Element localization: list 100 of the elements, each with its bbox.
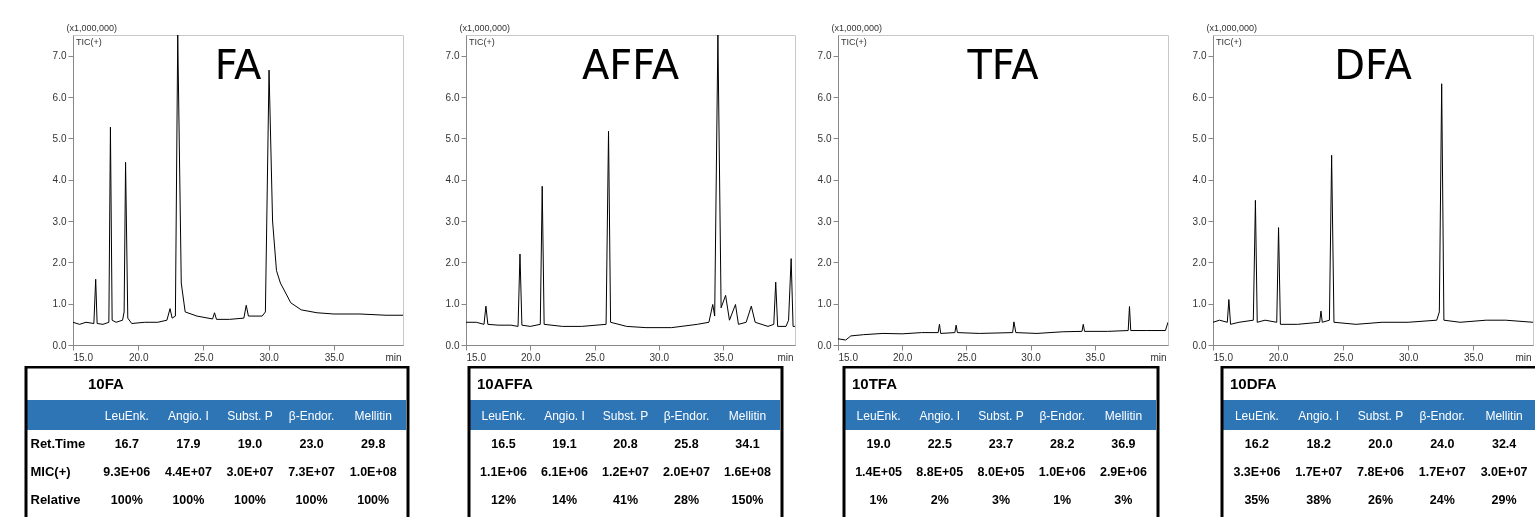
text: 29.8 — [361, 437, 386, 451]
y-tick-label: 4.0 — [445, 174, 460, 186]
text: 14% — [551, 493, 578, 507]
text: 7.8E+06 — [1357, 465, 1404, 479]
annotation: TIC(+) — [76, 37, 102, 47]
text: 29% — [1491, 493, 1517, 507]
x-tick-label: 25.0 — [585, 351, 606, 363]
text: 7.3E+07 — [288, 465, 336, 479]
chart-title: DFA — [1334, 42, 1413, 88]
text: 28.2 — [1050, 437, 1075, 451]
text: 2.9E+06 — [1099, 465, 1147, 479]
text: 28% — [673, 493, 700, 507]
x-tick-label: 15.0 — [838, 351, 859, 363]
text: 1.4E+05 — [855, 465, 903, 479]
x-axis-title: min — [777, 351, 794, 363]
text: 8.0E+05 — [977, 465, 1025, 479]
category-label: β-Endor. — [1039, 408, 1085, 423]
text: 3% — [1114, 493, 1133, 507]
text: 38% — [1306, 493, 1332, 507]
category-label: β-Endor. — [663, 408, 710, 423]
line-series — [466, 35, 795, 329]
text: 18.2 — [1306, 437, 1331, 451]
y-tick-label: 6.0 — [817, 91, 832, 103]
category-label: Subst. P — [978, 408, 1024, 423]
text: 1% — [1053, 493, 1072, 507]
category-label: LeuEnk. — [856, 408, 901, 423]
text: 150% — [731, 493, 764, 507]
y-tick-label: 5.0 — [1192, 132, 1207, 144]
y-tick-label: 4.0 — [52, 174, 67, 186]
y-tick-label: 0.0 — [52, 339, 67, 351]
category-label: MIC(+) — [30, 464, 71, 479]
text: 24% — [1429, 493, 1455, 507]
y-tick-label: 3.0 — [817, 215, 832, 227]
y-tick-label: 5.0 — [445, 132, 460, 144]
y-tick-label: 4.0 — [1192, 174, 1207, 186]
y-tick-label: 2.0 — [445, 256, 460, 268]
chart-title: TFA — [966, 42, 1040, 88]
x-axis-title: min — [1150, 351, 1167, 363]
y-tick-label: 6.0 — [445, 91, 460, 103]
category-label: Angio. I — [919, 408, 961, 423]
y-tick-label: 1.0 — [445, 298, 460, 310]
x-tick-label: 30.0 — [1398, 351, 1419, 363]
x-tick-label: 30.0 — [649, 351, 670, 363]
text: 22.5 — [927, 437, 952, 451]
annotation: TIC(+) — [469, 37, 495, 47]
text: 23.0 — [299, 437, 324, 451]
text: 8.8E+05 — [916, 465, 964, 479]
text: 36.9 — [1111, 437, 1136, 451]
text: 41% — [612, 493, 639, 507]
y-tick-label: 2.0 — [1192, 256, 1207, 268]
y-tick-label: 5.0 — [817, 132, 832, 144]
text: 100% — [110, 493, 143, 507]
category-label: Relative — [30, 492, 81, 507]
y-axis-title: (x1,000,000) — [831, 22, 883, 33]
y-tick-label: 1.0 — [817, 298, 832, 310]
y-axis-title: (x1,000,000) — [459, 22, 511, 33]
line-series — [838, 306, 1168, 341]
text: 100% — [357, 493, 390, 507]
text: 26% — [1367, 493, 1394, 507]
category-label: LeuEnk. — [1234, 408, 1279, 423]
text: 24.0 — [1430, 437, 1455, 451]
text: 100% — [295, 493, 328, 507]
x-tick-label: 15.0 — [1213, 351, 1234, 363]
category-label: Subst. P — [227, 408, 273, 423]
text: 32.4 — [1491, 437, 1517, 451]
y-tick-label: 2.0 — [817, 256, 832, 268]
x-tick-label: 25.0 — [957, 351, 978, 363]
y-tick-label: 1.0 — [52, 298, 67, 310]
category-label: Mellitin — [728, 408, 767, 423]
text: 16.7 — [114, 437, 139, 451]
x-axis-title: min — [1515, 351, 1532, 363]
x-tick-label: 15.0 — [73, 351, 94, 363]
y-tick-label: 7.0 — [52, 50, 67, 62]
text: 35% — [1244, 493, 1270, 507]
y-tick-label: 0.0 — [817, 339, 832, 351]
x-tick-label: 30.0 — [1021, 351, 1042, 363]
text: 1.1E+06 — [480, 465, 527, 479]
y-axis-title: (x1,000,000) — [66, 22, 118, 33]
text: 1.7E+07 — [1295, 465, 1343, 479]
chart-title: FA — [214, 42, 262, 88]
y-tick-label: 7.0 — [445, 50, 460, 62]
annotation: TIC(+) — [841, 37, 867, 47]
text: 23.7 — [988, 437, 1014, 451]
x-tick-label: 35.0 — [1085, 351, 1106, 363]
category-label: β-Endor. — [1419, 408, 1466, 423]
y-tick-label: 0.0 — [1192, 339, 1207, 351]
text: 4.4E+07 — [164, 465, 212, 479]
x-tick-label: 20.0 — [892, 351, 913, 363]
text: 12% — [490, 493, 517, 507]
y-tick-label: 7.0 — [817, 50, 832, 62]
text: 1.0E+08 — [349, 465, 397, 479]
text: 100% — [172, 493, 205, 507]
category-label: Angio. I — [1298, 408, 1340, 423]
text: 19.0 — [866, 437, 891, 451]
text: 20.8 — [613, 437, 638, 451]
text: 2% — [930, 493, 949, 507]
text: 6.1E+06 — [541, 465, 588, 479]
category-label: Subst. P — [602, 408, 649, 423]
x-tick-label: 35.0 — [1463, 351, 1484, 363]
y-tick-label: 1.0 — [1192, 298, 1207, 310]
